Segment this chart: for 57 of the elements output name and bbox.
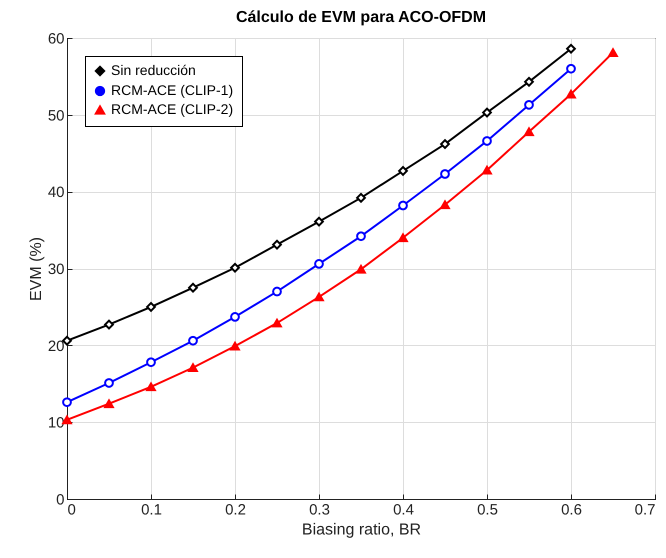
point <box>524 100 534 110</box>
x-tick-label: 0 <box>68 502 76 518</box>
y-axis-title: EVM (%) <box>28 237 45 301</box>
y-tick-label: 40 <box>48 184 64 202</box>
point <box>188 363 198 372</box>
point <box>146 357 156 368</box>
point <box>440 139 450 149</box>
y-tick-label: 50 <box>48 107 64 124</box>
point <box>356 264 366 274</box>
point <box>440 169 450 179</box>
x-tick-label: 0.7 <box>634 502 656 518</box>
point <box>440 200 450 210</box>
point <box>146 302 156 312</box>
point <box>272 286 282 296</box>
legend-label: RCM-ACE (CLIP-2) <box>111 101 234 117</box>
point <box>356 192 366 203</box>
x-tick-label: 0.6 <box>561 502 582 518</box>
point <box>314 292 324 302</box>
chart-title: Cálculo de EVM para ACO-OFDM <box>236 9 486 26</box>
point <box>230 342 240 350</box>
y-tick-label: 20 <box>48 338 64 355</box>
point <box>104 399 114 408</box>
y-tick-label: 60 <box>48 30 64 48</box>
point <box>608 48 618 57</box>
point <box>104 320 114 330</box>
point <box>398 200 408 210</box>
point <box>314 259 324 269</box>
point <box>482 136 492 146</box>
point <box>146 382 156 392</box>
point <box>188 336 198 346</box>
point <box>104 378 114 388</box>
point <box>482 166 492 175</box>
point <box>566 44 576 54</box>
point <box>272 318 282 328</box>
x-axis-title: Biasing ratio, BR <box>302 522 422 538</box>
point <box>482 108 492 118</box>
point <box>230 262 240 273</box>
x-tick-label: 0.4 <box>393 502 414 518</box>
point <box>62 397 72 408</box>
y-tick-label: 30 <box>48 261 64 278</box>
x-tick-label: 0.3 <box>309 502 330 518</box>
point <box>356 231 366 242</box>
point <box>524 76 534 87</box>
point <box>566 64 576 74</box>
point <box>314 216 324 227</box>
point <box>188 282 198 293</box>
x-tick-label: 0.2 <box>225 502 246 518</box>
point <box>524 127 534 136</box>
point <box>566 90 576 98</box>
point <box>272 240 282 250</box>
x-tick-label: 0.5 <box>477 502 498 518</box>
legend-label: RCM-ACE (CLIP-1) <box>111 82 234 98</box>
x-tick-label: 0.1 <box>141 502 162 518</box>
point <box>398 233 408 242</box>
legend-label: Sin reducción <box>111 62 196 78</box>
point <box>230 312 240 322</box>
point <box>398 166 408 176</box>
